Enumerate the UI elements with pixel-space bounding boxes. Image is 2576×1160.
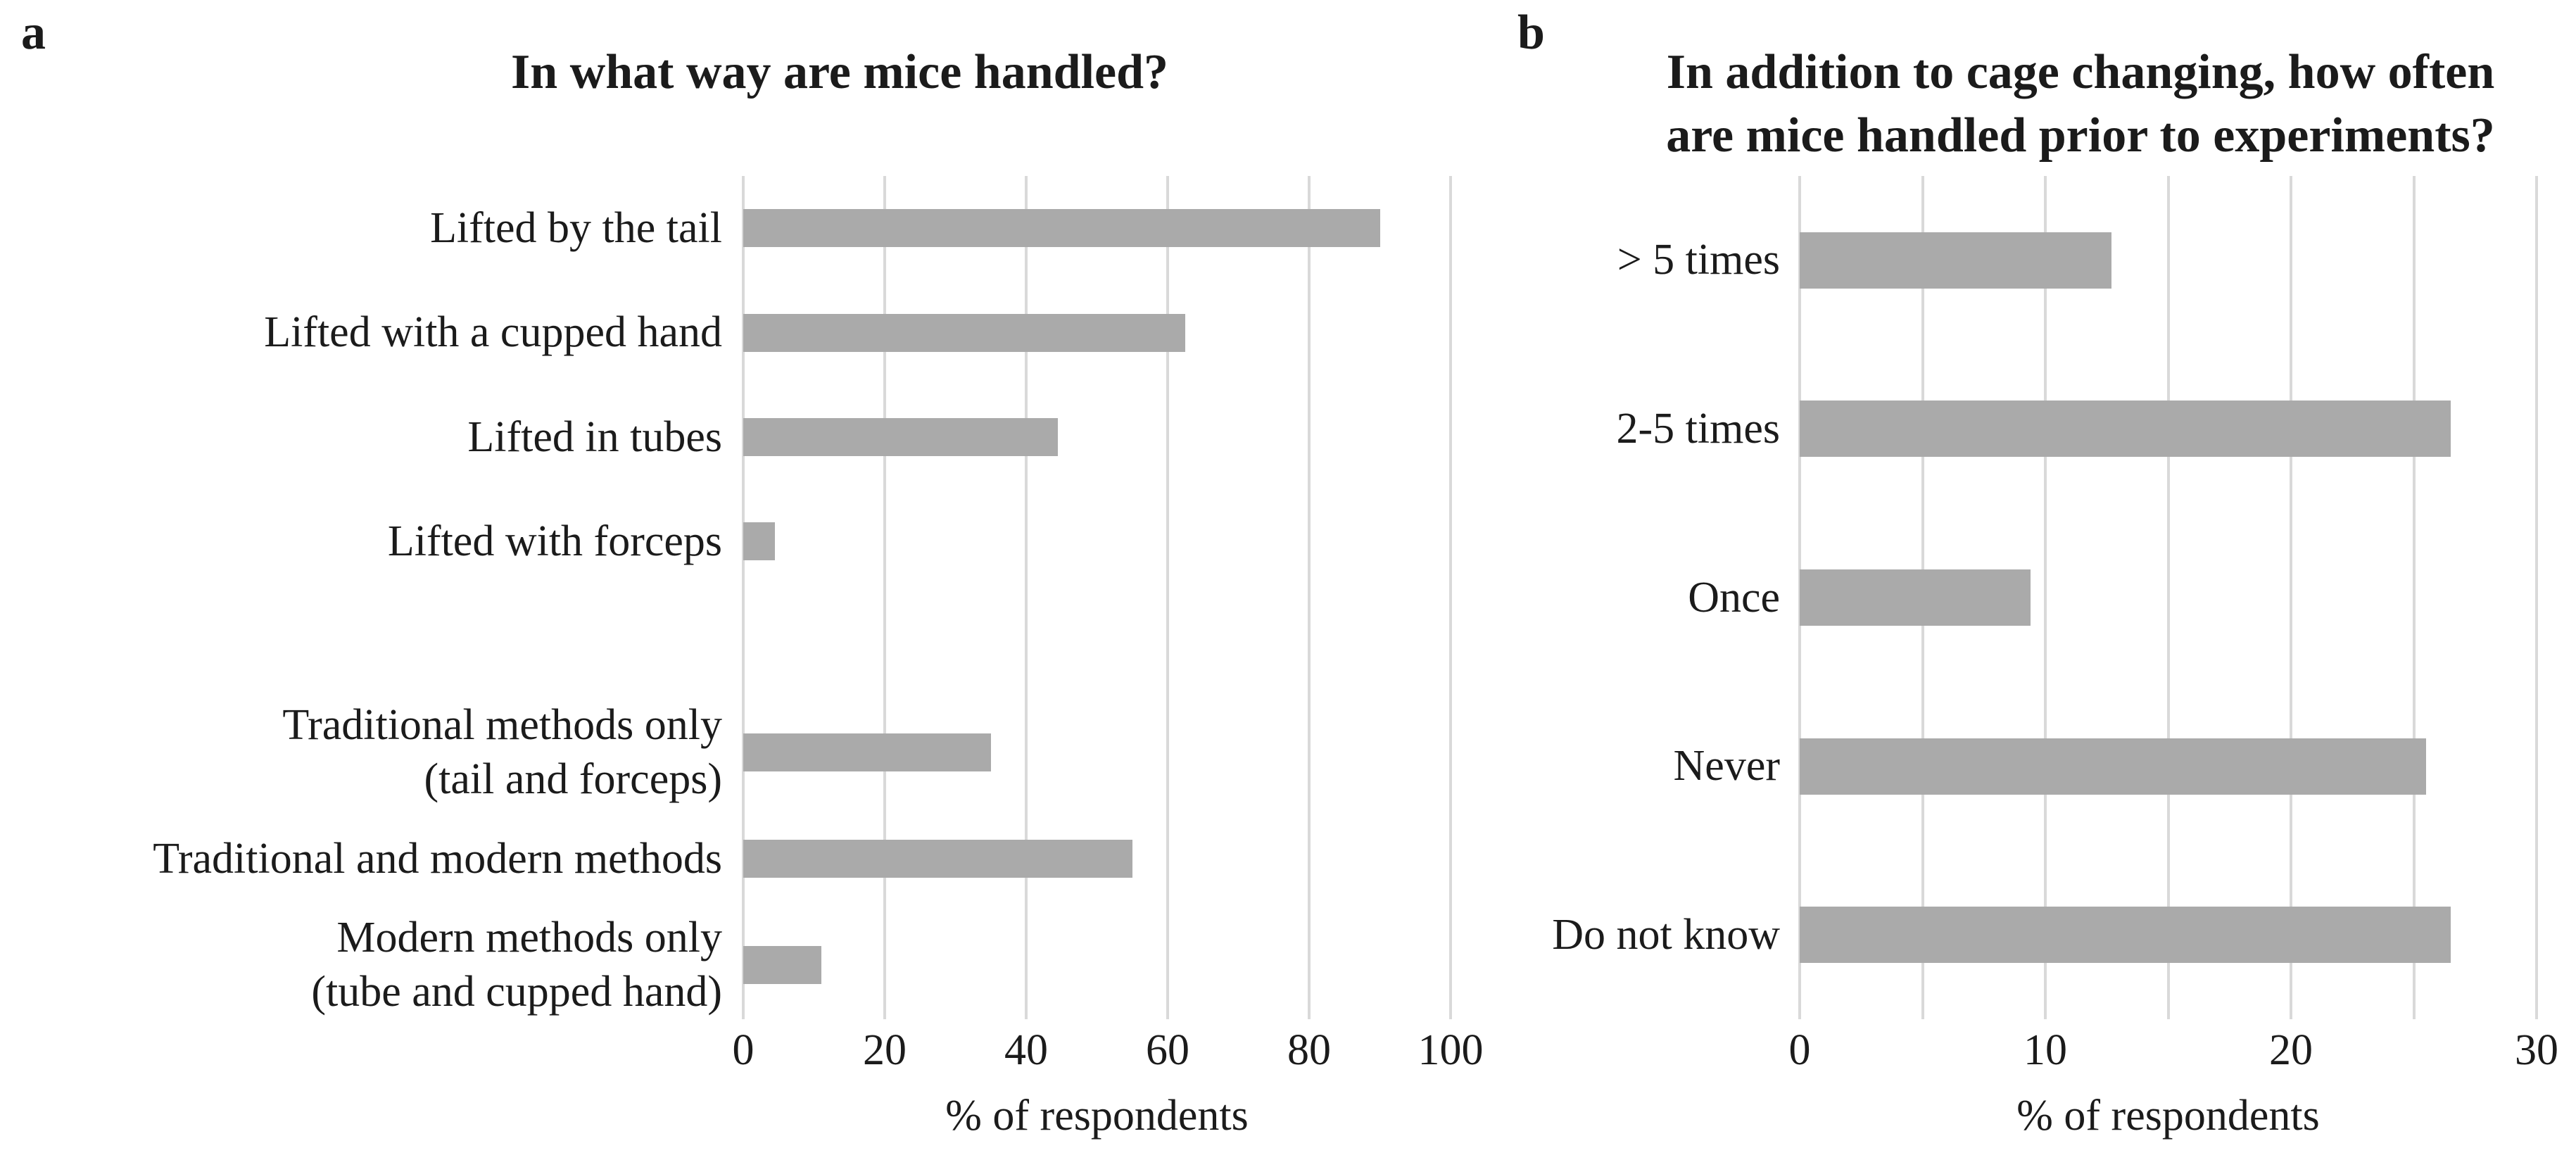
category-row: Modern methods only (tube and cupped han… <box>0 911 1478 1019</box>
bar-area <box>743 807 1451 911</box>
bar-area <box>743 594 1451 698</box>
category-row: Once <box>1478 513 2576 682</box>
bar <box>1800 569 2031 626</box>
category-row: Traditional methods only (tail and force… <box>0 698 1478 807</box>
gridline <box>1308 176 1311 1019</box>
bar-rows: Lifted by the tail Lifted with a cupped h… <box>0 176 1478 1019</box>
category-label: Once <box>1688 573 1780 622</box>
gridline <box>1449 176 1452 1019</box>
gridline <box>2166 176 2170 1019</box>
category-label: 2-5 times <box>1616 404 1780 453</box>
x-tick-label: 80 <box>1287 1026 1331 1074</box>
bar <box>1800 738 2426 795</box>
gridline <box>1025 176 1028 1019</box>
figure-panel-a: a In what way are mice handled? Lifted b… <box>0 6 1484 1140</box>
bar-area <box>743 385 1451 489</box>
bar-area <box>1800 513 2537 682</box>
gridline <box>2044 176 2047 1019</box>
gridline <box>742 176 745 1019</box>
gridline <box>1166 176 1169 1019</box>
x-axis-label: % of respondents <box>945 1092 1249 1140</box>
category-row: Do not know <box>1478 850 2576 1019</box>
gridline <box>883 176 886 1019</box>
bar <box>743 840 1132 878</box>
x-tick-label: 40 <box>1004 1026 1048 1074</box>
x-tick-label: 0 <box>1788 1026 1811 1074</box>
category-row: > 5 times <box>1478 176 2576 345</box>
chart-b-title-line1: In addition to cage changing, how often <box>1666 45 2495 99</box>
category-label: Do not know <box>1552 910 1780 959</box>
category-row: 2-5 times <box>1478 345 2576 514</box>
bar <box>743 209 1380 248</box>
bar <box>1800 232 2112 289</box>
x-tick-label: 20 <box>863 1026 907 1074</box>
x-tick-label: 20 <box>2269 1026 2313 1074</box>
category-row: Lifted with forceps <box>0 489 1478 593</box>
x-tick-label: 10 <box>2023 1026 2067 1074</box>
category-label: Never <box>1673 742 1780 790</box>
bar-area <box>743 698 1451 807</box>
gridline <box>2412 176 2416 1019</box>
x-tick-row: 0 10 20 30 <box>1789 1024 2559 1080</box>
bar-area <box>743 280 1451 384</box>
category-label: Lifted in tubes <box>467 412 722 461</box>
gridline <box>2535 176 2538 1019</box>
category-row: Lifted with a cupped hand <box>0 280 1478 384</box>
category-row: Traditional and modern methods <box>0 807 1478 911</box>
category-label: Traditional methods only (tail and force… <box>282 701 722 803</box>
category-label: Traditional and modern methods <box>153 834 722 883</box>
bar-area <box>1800 176 2537 345</box>
category-label: Lifted with a cupped hand <box>264 308 722 357</box>
x-tick-label: 0 <box>732 1026 755 1074</box>
x-axis-label: % of respondents <box>2016 1092 2320 1140</box>
chart-a-title: In what way are mice handled? <box>0 41 1478 104</box>
bar-rows: > 5 times 2-5 times Once Never Do not know <box>1478 176 2576 1019</box>
bar <box>743 313 1186 352</box>
figure-panel-b: b In addition to cage changing, how ofte… <box>1478 0 2576 1160</box>
bar-area <box>743 489 1451 593</box>
bar-area <box>1800 850 2537 1019</box>
bar <box>1800 401 2451 458</box>
bar-area <box>743 911 1451 1019</box>
spacer-row <box>0 594 1478 698</box>
category-label: Lifted with forceps <box>387 517 722 566</box>
panel-letter-a: a <box>21 6 46 60</box>
category-row: Lifted in tubes <box>0 385 1478 489</box>
bar <box>1800 907 2451 964</box>
x-tick-label: 30 <box>2515 1026 2558 1074</box>
bar-area <box>1800 682 2537 851</box>
chart-a-title-line1: In what way are mice handled? <box>510 45 1169 99</box>
bar <box>743 946 821 985</box>
x-tick-label: 60 <box>1146 1026 1189 1074</box>
category-label: Modern methods only (tube and cupped han… <box>311 914 722 1016</box>
plot-gridlines <box>742 176 1452 1019</box>
bar <box>743 522 776 561</box>
category-label: > 5 times <box>1617 236 1780 284</box>
category-row: Never <box>1478 682 2576 851</box>
category-label: Lifted by the tail <box>430 203 722 252</box>
gridline <box>2290 176 2292 1019</box>
chart-b-title: In addition to cage changing, how often … <box>1478 41 2576 167</box>
x-tick-label: 100 <box>1418 1026 1484 1074</box>
bar <box>743 418 1059 457</box>
category-row: Lifted by the tail <box>0 176 1478 280</box>
x-tick-row: 0 20 40 60 80 100 <box>733 1024 1484 1080</box>
bar-area <box>1800 345 2537 514</box>
chart-b-title-line2: are mice handled prior to experiments? <box>1666 108 2495 163</box>
bar <box>743 733 991 771</box>
panel-letter-b: b <box>1517 6 1545 60</box>
bar-area <box>743 176 1451 280</box>
